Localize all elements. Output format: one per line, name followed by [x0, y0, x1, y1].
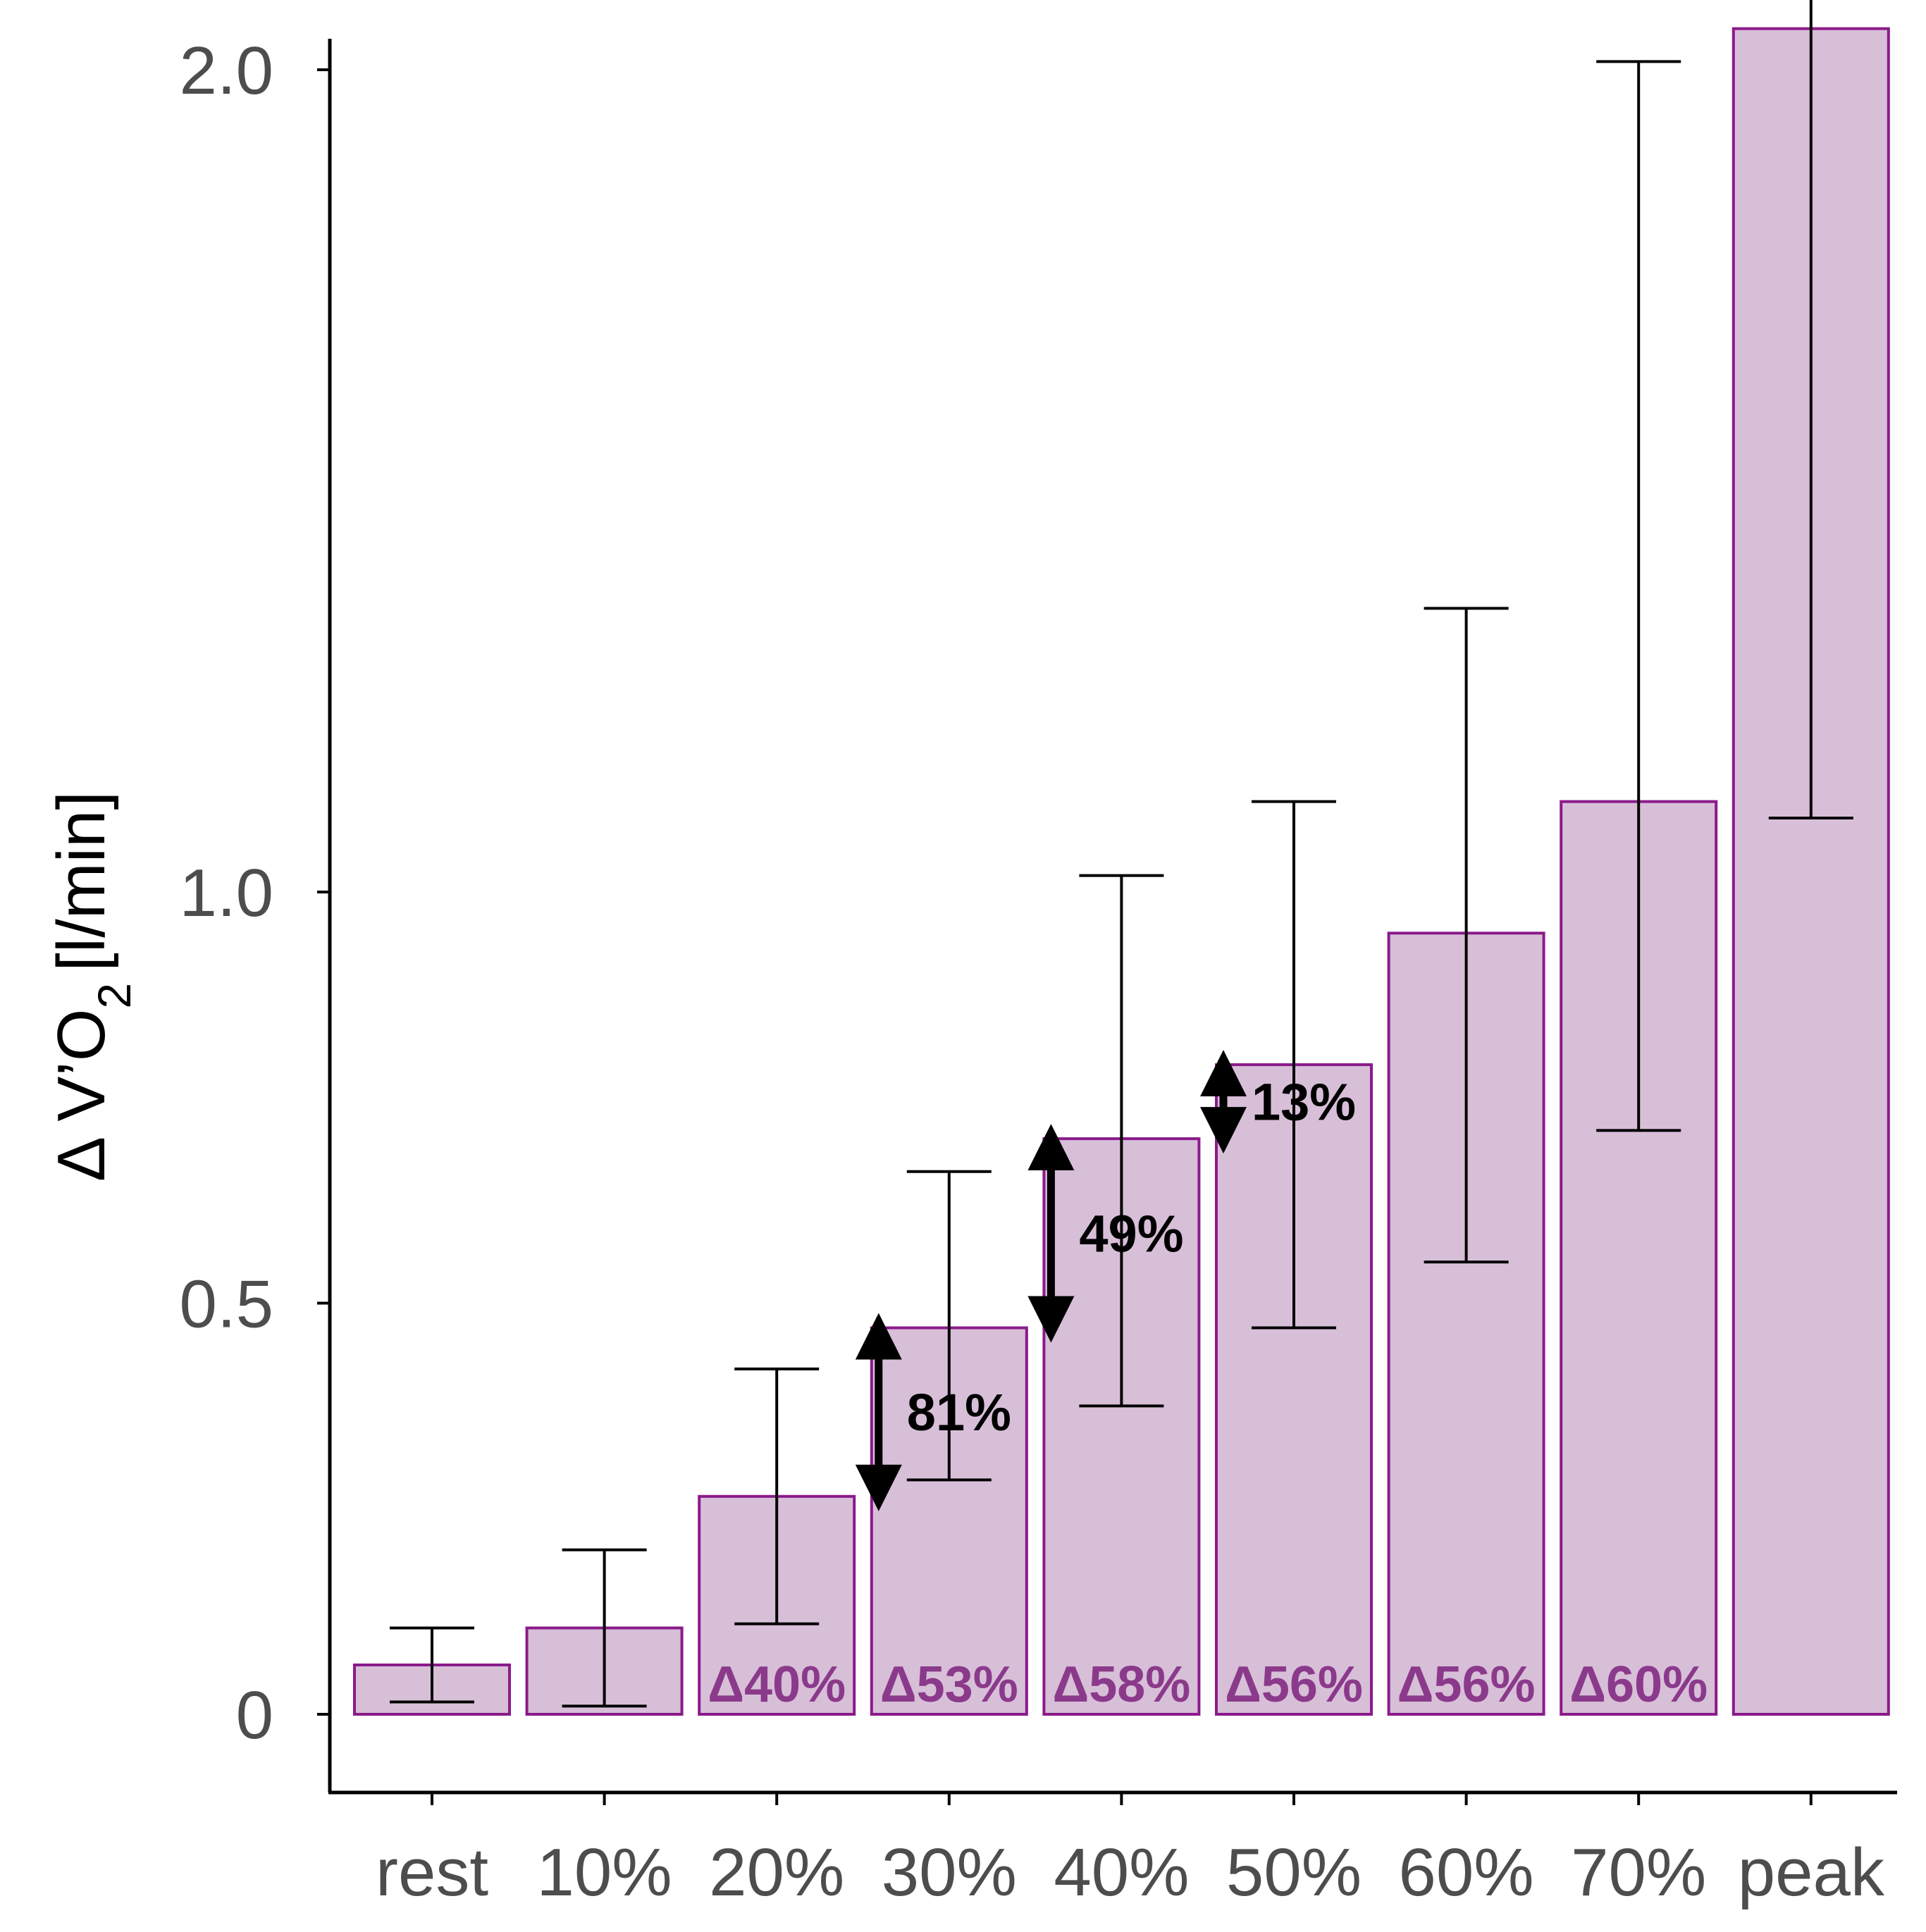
error-bar	[1079, 874, 1164, 1408]
bars-layer	[353, 27, 1890, 1716]
x-tick-label: 30%	[882, 1835, 1017, 1910]
bar-label: Δ56%	[1225, 1657, 1363, 1713]
error-bars-layer	[390, 0, 1853, 1708]
bar-label: Δ60%	[1569, 1657, 1708, 1713]
x-tick-label: 40%	[1054, 1835, 1189, 1910]
x-ticks-layer: rest 10% 20% 30% 40% 50% 60% 70% peak	[376, 1792, 1885, 1910]
bar-label: Δ56%	[1397, 1657, 1536, 1713]
x-tick-label: 10%	[537, 1835, 672, 1910]
x-tick-label: 50%	[1226, 1835, 1362, 1910]
difference-annotations-layer: 81% 49% 13%	[855, 1050, 1356, 1511]
bar-peak	[1731, 27, 1890, 1716]
y-axis-title-prefix: Δ V’O	[44, 1009, 119, 1182]
error-bar	[906, 1170, 992, 1482]
error-bar	[1424, 607, 1509, 1264]
difference-annotation: 81%	[855, 1313, 1011, 1511]
difference-annotation: 49%	[1027, 1124, 1184, 1343]
error-bar	[1596, 60, 1681, 1132]
y-tick-label: 0	[236, 1678, 273, 1753]
x-tick-label: rest	[376, 1835, 488, 1910]
x-tick-label: 60%	[1399, 1835, 1534, 1910]
error-bar	[734, 1367, 820, 1626]
error-bar	[1768, 0, 1853, 819]
x-tick-label: peak	[1738, 1835, 1885, 1910]
y-tick-label: 1.0	[180, 855, 273, 931]
bar-labels-layer: Δ40% Δ53% Δ58% Δ56% Δ56% Δ60%	[708, 1657, 1708, 1713]
bar-label: Δ58%	[1052, 1657, 1190, 1713]
difference-label: 49%	[1079, 1204, 1183, 1263]
y-tick-label: 0.5	[180, 1267, 273, 1342]
x-tick-label: 20%	[709, 1835, 844, 1910]
bar-label: Δ53%	[880, 1657, 1018, 1713]
error-bar	[390, 1626, 474, 1704]
error-bar	[1252, 800, 1336, 1330]
y-axis-title: Δ V’O2 [l/min]	[44, 791, 140, 1182]
y-tick-label: 2.0	[180, 33, 273, 109]
difference-label: 13%	[1252, 1073, 1356, 1132]
difference-annotation: 13%	[1200, 1050, 1356, 1154]
y-ticks-layer: 00.51.02.02.5	[180, 33, 330, 1753]
axes-layer	[328, 39, 1897, 1795]
y-axis-title-subscript: 2	[88, 983, 140, 1009]
error-bar	[562, 1548, 647, 1708]
x-tick-label: 70%	[1571, 1835, 1706, 1910]
difference-label: 81%	[907, 1383, 1011, 1442]
bar-label: Δ40%	[708, 1657, 846, 1713]
y-axis-title-unit: [l/min]	[44, 791, 119, 972]
